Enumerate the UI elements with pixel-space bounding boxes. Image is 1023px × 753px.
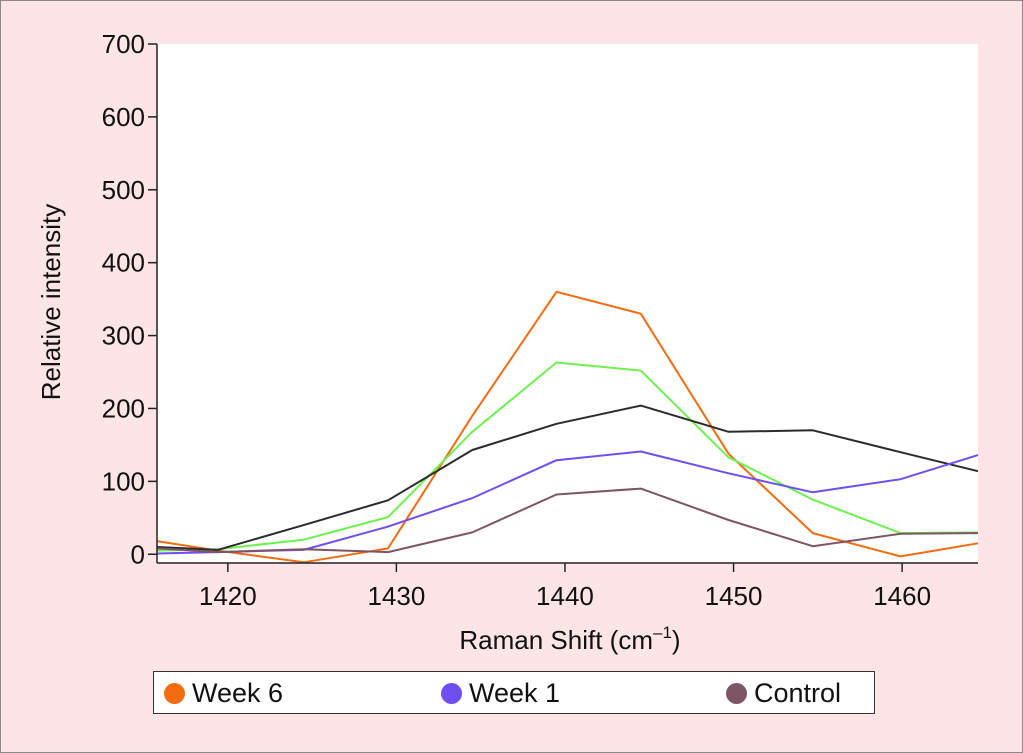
x-tick-label-1420: 1420 bbox=[199, 581, 257, 611]
plot-area bbox=[157, 44, 978, 563]
y-tick-label-100: 100 bbox=[102, 466, 145, 496]
line-chart: 0 100 200 300 400 500 600 700 1420 1430 1440 1450 14… bbox=[36, 29, 979, 655]
x-tick-label-1450: 1450 bbox=[705, 581, 763, 611]
series-line-2 bbox=[156, 361, 979, 552]
legend-label: Week 6 bbox=[192, 678, 284, 708]
y-axis-label: Relative intensity bbox=[36, 204, 66, 401]
x-axis-label-main: Raman Shift (cm bbox=[459, 625, 653, 655]
legend-item-control: Control bbox=[726, 678, 841, 708]
axes-layer: 0 100 200 300 400 500 600 700 1420 1430 1440 1450 14… bbox=[102, 29, 978, 611]
y-tick-label-700: 700 bbox=[102, 29, 145, 59]
y-tick-label-500: 500 bbox=[102, 175, 145, 205]
legend-label: Week 1 bbox=[469, 678, 561, 708]
x-axis-label: Raman Shift (cm–1) bbox=[459, 623, 680, 655]
x-axis-label-close: ) bbox=[672, 625, 681, 655]
x-tick-label-1440: 1440 bbox=[536, 581, 594, 611]
legend-swatch bbox=[441, 682, 462, 704]
y-tick-label-200: 200 bbox=[102, 393, 145, 423]
x-axis-label-superscript: –1 bbox=[653, 623, 672, 642]
y-tick-label-400: 400 bbox=[102, 248, 145, 278]
legend-item-week-6: Week 6 bbox=[164, 678, 283, 708]
legend-swatch bbox=[164, 682, 185, 704]
y-tick-label-600: 600 bbox=[102, 102, 145, 132]
legend-label: Control bbox=[754, 678, 842, 708]
series-line-5 bbox=[156, 487, 979, 554]
series-layer bbox=[156, 290, 979, 564]
series-line-3 bbox=[156, 404, 979, 551]
y-tick-label-0: 0 bbox=[131, 539, 145, 569]
y-tick-label-300: 300 bbox=[102, 321, 145, 351]
series-line-1 bbox=[156, 290, 979, 564]
legend-item-week-1: Week 1 bbox=[441, 678, 560, 708]
legend-swatch bbox=[726, 682, 747, 704]
legend: Week 6 Week 1 Control bbox=[153, 671, 875, 714]
x-tick-label-1430: 1430 bbox=[367, 581, 425, 611]
x-tick-label-1460: 1460 bbox=[873, 581, 931, 611]
